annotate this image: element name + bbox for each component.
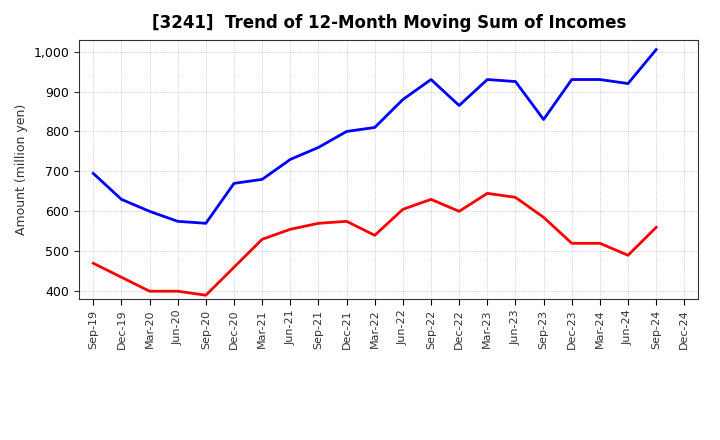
Net Income <box>89 260 98 266</box>
Net Income <box>567 241 576 246</box>
Ordinary Income <box>399 97 408 102</box>
Ordinary Income <box>89 171 98 176</box>
Ordinary Income <box>624 81 632 86</box>
Net Income <box>230 264 238 270</box>
Ordinary Income <box>427 77 436 82</box>
Net Income <box>117 275 126 280</box>
Net Income <box>455 209 464 214</box>
Ordinary Income <box>314 145 323 150</box>
Ordinary Income <box>342 129 351 134</box>
Ordinary Income <box>539 117 548 122</box>
Net Income <box>483 191 492 196</box>
Net Income <box>511 195 520 200</box>
Net Income <box>624 253 632 258</box>
Net Income <box>286 227 294 232</box>
Net Income <box>174 289 182 294</box>
Net Income <box>314 221 323 226</box>
Line: Ordinary Income: Ordinary Income <box>94 50 656 224</box>
Ordinary Income <box>258 177 266 182</box>
Net Income <box>258 237 266 242</box>
Ordinary Income <box>230 181 238 186</box>
Net Income <box>539 215 548 220</box>
Title: [3241]  Trend of 12-Month Moving Sum of Incomes: [3241] Trend of 12-Month Moving Sum of I… <box>152 15 626 33</box>
Ordinary Income <box>455 103 464 108</box>
Line: Net Income: Net Income <box>94 193 656 295</box>
Ordinary Income <box>652 47 660 52</box>
Net Income <box>342 219 351 224</box>
Ordinary Income <box>483 77 492 82</box>
Net Income <box>202 293 210 298</box>
Ordinary Income <box>511 79 520 84</box>
Y-axis label: Amount (million yen): Amount (million yen) <box>15 104 28 235</box>
Net Income <box>595 241 604 246</box>
Ordinary Income <box>286 157 294 162</box>
Net Income <box>399 207 408 212</box>
Ordinary Income <box>202 221 210 226</box>
Net Income <box>145 289 154 294</box>
Net Income <box>427 197 436 202</box>
Ordinary Income <box>370 125 379 130</box>
Ordinary Income <box>145 209 154 214</box>
Ordinary Income <box>174 219 182 224</box>
Ordinary Income <box>117 197 126 202</box>
Ordinary Income <box>595 77 604 82</box>
Net Income <box>652 225 660 230</box>
Ordinary Income <box>567 77 576 82</box>
Net Income <box>370 233 379 238</box>
